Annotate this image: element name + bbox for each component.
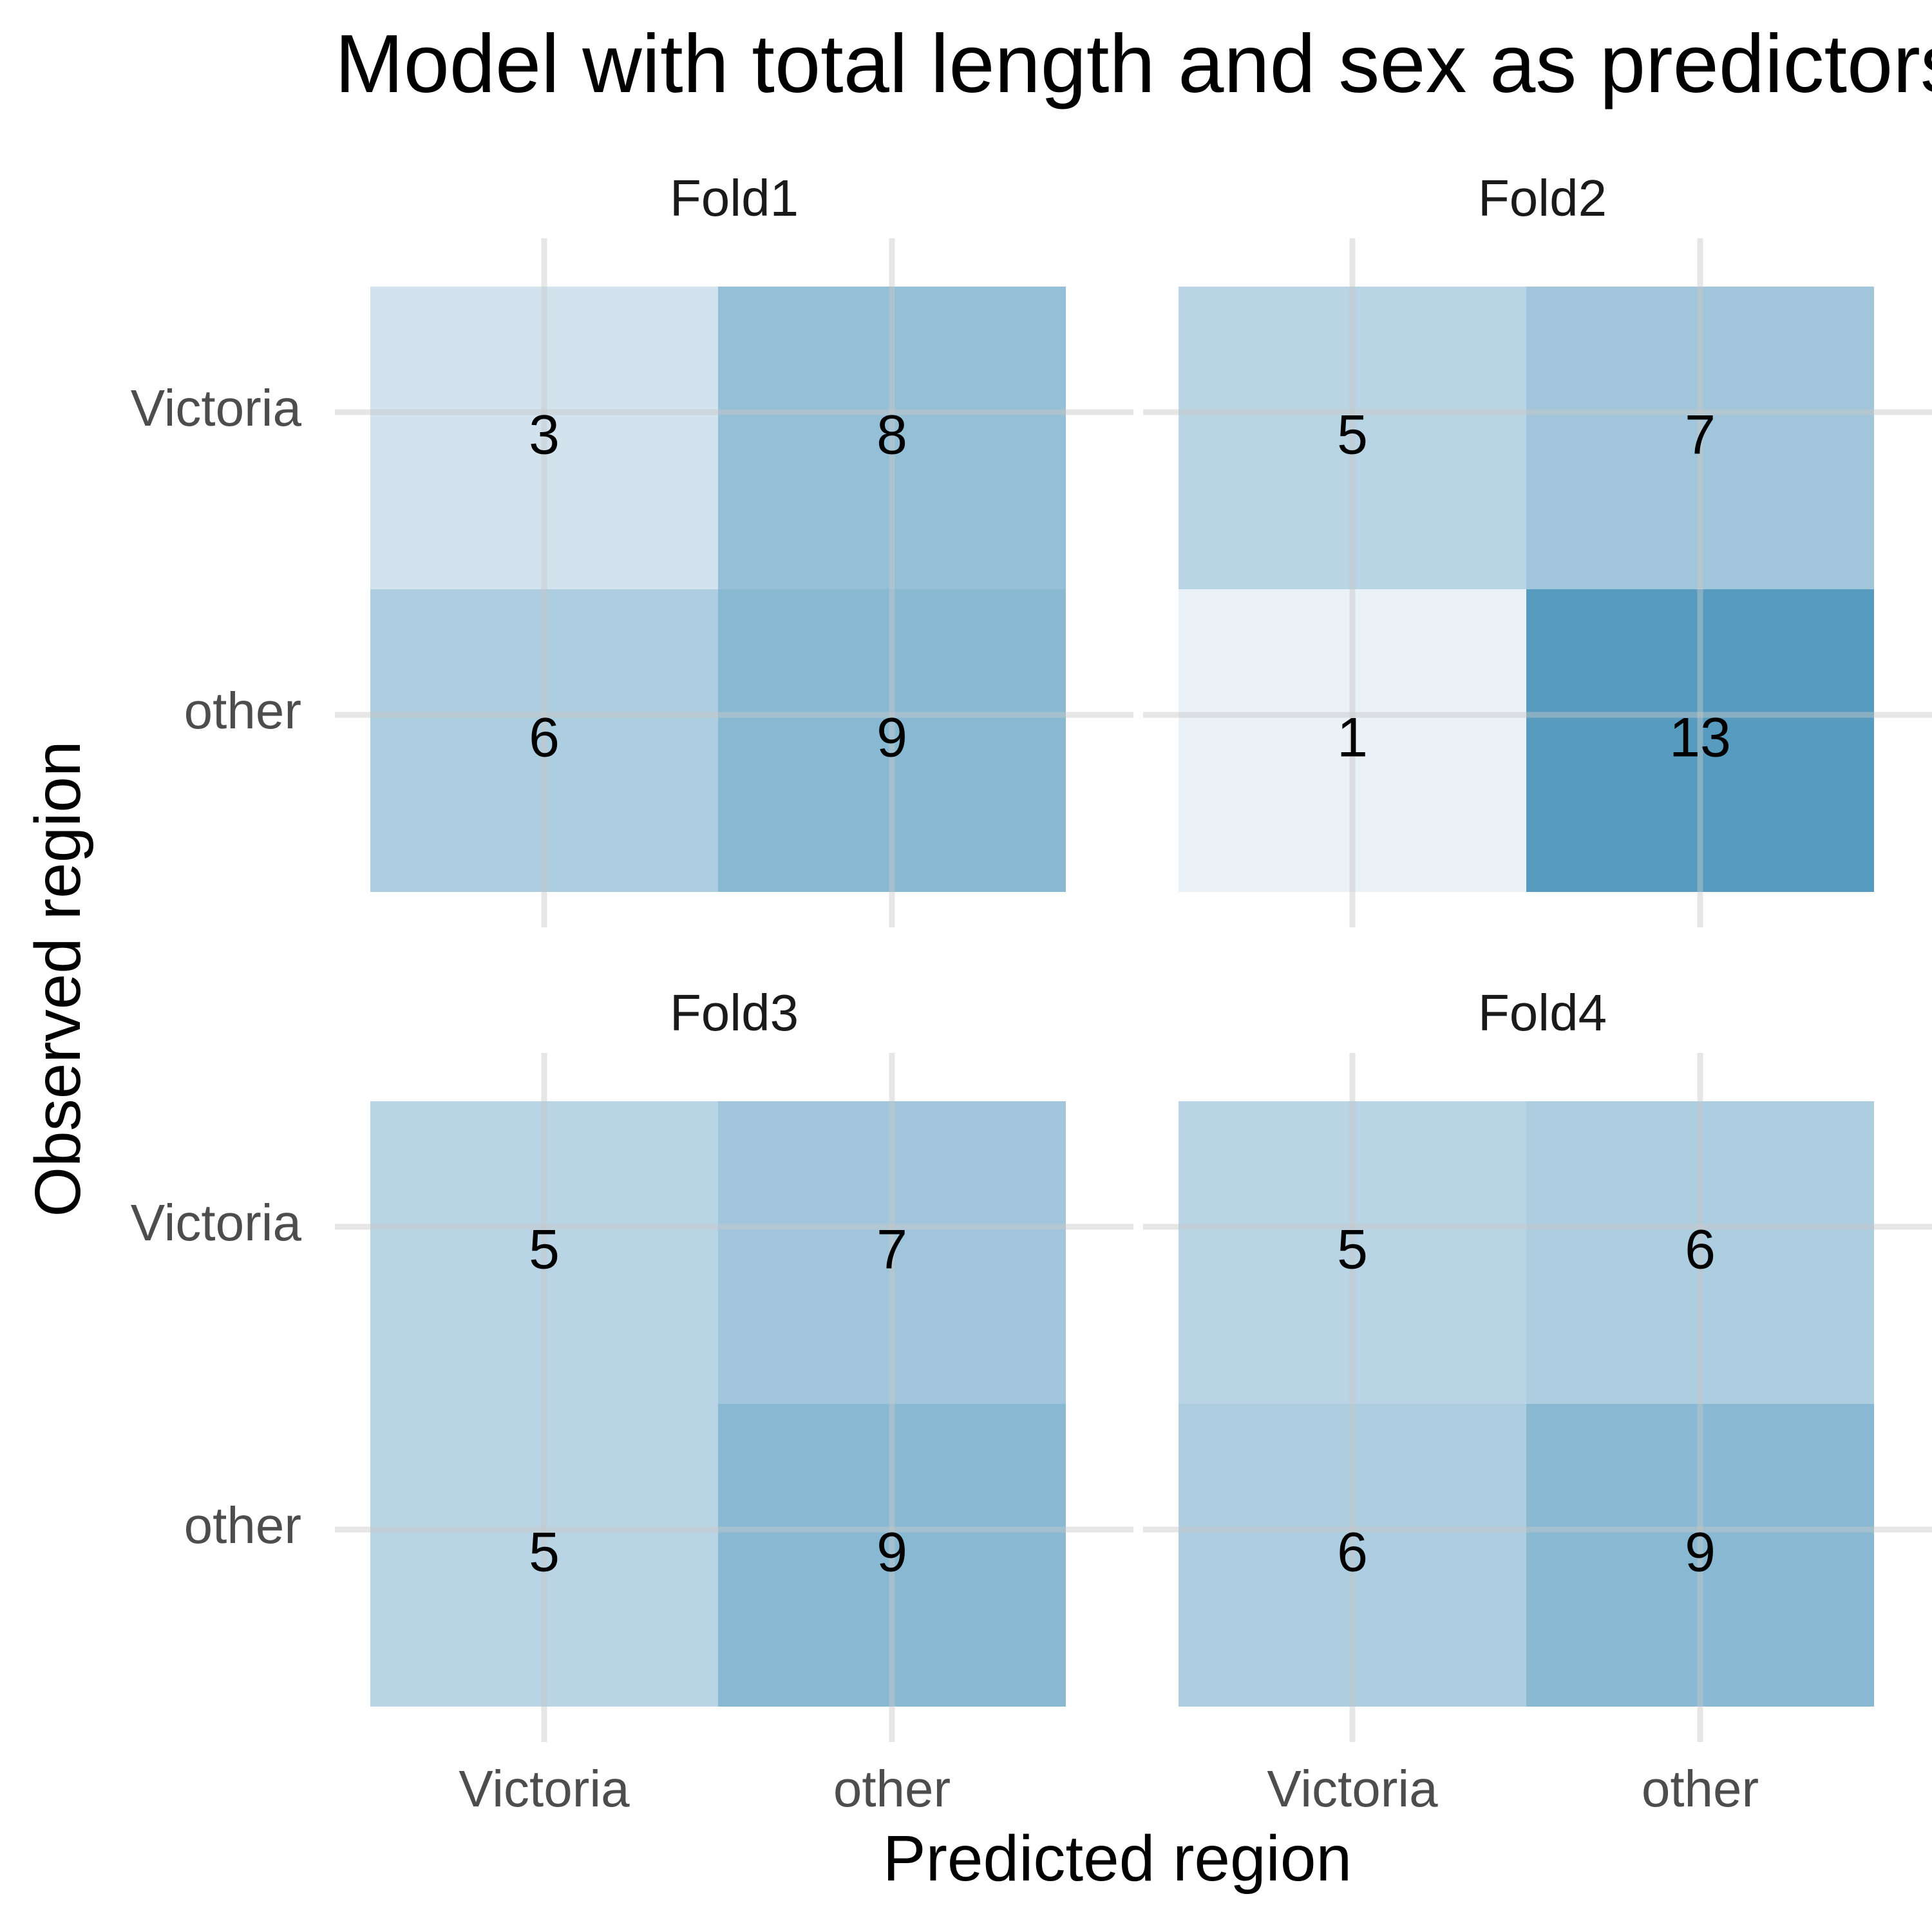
facet-label: Fold1 bbox=[670, 169, 799, 227]
cell-value-label: 3 bbox=[529, 404, 560, 466]
x-axis-title: Predicted region bbox=[882, 1823, 1352, 1895]
heatmap-cell bbox=[1179, 1101, 1526, 1404]
cell-value-label: 5 bbox=[1337, 1219, 1368, 1281]
cell-value-label: 7 bbox=[876, 1219, 907, 1281]
x-tick-label: Victoria bbox=[1267, 1760, 1438, 1817]
heatmap-cell bbox=[1526, 589, 1874, 892]
cell-value-label: 8 bbox=[876, 404, 907, 466]
facet-label: Fold3 bbox=[670, 984, 799, 1041]
heatmap-cell bbox=[718, 589, 1066, 892]
heatmap-cell bbox=[1526, 1101, 1874, 1404]
y-tick-label: other bbox=[184, 682, 301, 739]
heatmap-cell bbox=[718, 1101, 1066, 1404]
facet-label: Fold4 bbox=[1478, 984, 1607, 1041]
heatmap-cell bbox=[1526, 287, 1874, 589]
cell-value-label: 5 bbox=[529, 1219, 560, 1281]
cell-value-label: 6 bbox=[1337, 1522, 1368, 1584]
facet-panel: Fold4 5 6 6 9 Victoria other bbox=[1143, 984, 1932, 1817]
cell-value-label: 6 bbox=[1685, 1219, 1716, 1281]
cell-value-label: 7 bbox=[1685, 404, 1716, 466]
facet-panel: Fold2 5 7 1 13 bbox=[1143, 169, 1932, 927]
heatmap-cell bbox=[718, 1404, 1066, 1707]
cell-value-label: 9 bbox=[1685, 1522, 1716, 1584]
heatmap-cell bbox=[718, 287, 1066, 589]
y-tick-label: Victoria bbox=[131, 1194, 302, 1251]
cell-value-label: 9 bbox=[876, 707, 907, 769]
facet-panel: Fold3 5 7 5 9 Victoria other Victoria other bbox=[131, 984, 1133, 1817]
cell-value-label: 5 bbox=[1337, 404, 1368, 466]
y-tick-label: other bbox=[184, 1497, 301, 1554]
x-tick-label: other bbox=[833, 1760, 951, 1817]
chart-title: Model with total length and sex as predi… bbox=[335, 18, 1932, 110]
cell-value-label: 13 bbox=[1669, 707, 1731, 769]
cell-value-label: 5 bbox=[529, 1522, 560, 1584]
x-tick-label: Victoria bbox=[459, 1760, 630, 1817]
x-tick-label: other bbox=[1642, 1760, 1759, 1817]
heatmap-cell bbox=[1526, 1404, 1874, 1707]
facet-label: Fold2 bbox=[1478, 169, 1607, 227]
y-tick-label: Victoria bbox=[131, 379, 302, 437]
facet-panel: Fold1 3 8 6 9 Victoria other bbox=[131, 169, 1133, 927]
cell-value-label: 1 bbox=[1337, 707, 1368, 769]
heatmap-cell bbox=[370, 589, 718, 892]
heatmap-cell bbox=[1179, 589, 1526, 892]
heatmap-cell bbox=[370, 1404, 718, 1707]
cell-value-label: 6 bbox=[529, 707, 560, 769]
heatmap-cell bbox=[370, 287, 718, 589]
cell-value-label: 9 bbox=[876, 1522, 907, 1584]
heatmap-cell bbox=[1179, 287, 1526, 589]
heatmap-cell bbox=[1179, 1404, 1526, 1707]
heatmap-cell bbox=[370, 1101, 718, 1404]
